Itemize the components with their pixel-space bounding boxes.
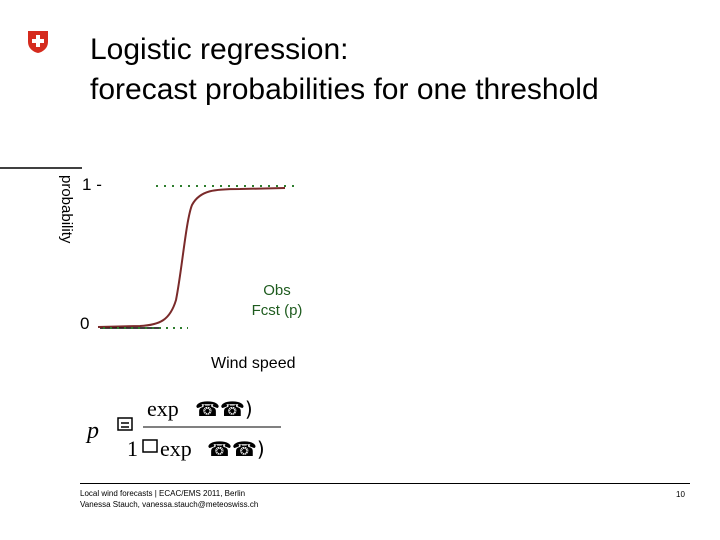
y-tick-1: 1 -: [82, 175, 102, 194]
title-line-2: forecast probabilities for one threshold: [90, 73, 599, 106]
x-axis-label: Wind speed: [211, 355, 296, 372]
legend-obs: Obs: [263, 282, 291, 299]
legend: Obs Fcst (p): [232, 281, 322, 321]
page-number: 10: [676, 490, 685, 499]
logistic-curve-chart: [0, 167, 300, 329]
svg-text:☎☎): ☎☎): [195, 397, 253, 421]
swiss-shield-logo: [28, 31, 48, 53]
slide-title: Logistic regression: forecast probabilit…: [90, 30, 710, 110]
footer-divider: [80, 483, 690, 484]
formula-numerator: exp: [147, 396, 179, 421]
y-tick-0: 0: [80, 314, 90, 333]
fcst-probability-curve: [97, 187, 286, 328]
footer-line-2: Vanessa Stauch, vanessa.stauch@meteoswis…: [80, 500, 259, 509]
svg-text:☎☎): ☎☎): [207, 437, 265, 461]
title-line-1: Logistic regression:: [90, 33, 349, 66]
y-axis-label: probability: [58, 175, 75, 244]
footer-line-1: Local wind forecasts | ECAC/EMS 2011, Be…: [80, 489, 246, 498]
logistic-formula: p exp ☎☎) 1 exp ☎☎): [85, 396, 281, 461]
formula-denominator-one: 1: [127, 436, 138, 461]
footer-text: Local wind forecasts | ECAC/EMS 2011, Be…: [80, 488, 258, 510]
formula-denominator-exp: exp: [160, 436, 192, 461]
legend-fcst: Fcst (p): [251, 302, 303, 319]
formula-lhs: p: [85, 418, 99, 444]
